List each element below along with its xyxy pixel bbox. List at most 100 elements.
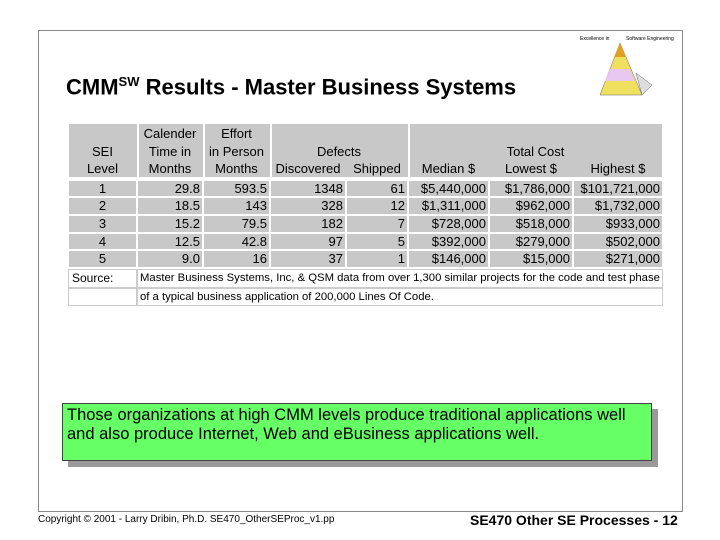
data-cell	[346, 197, 408, 215]
data-value: $271,000	[605, 251, 660, 267]
data-cell	[489, 250, 573, 268]
data-value: $279,000	[515, 233, 570, 249]
column-header: Months	[215, 161, 258, 177]
data-value: 79.5	[241, 216, 267, 231]
results-table: SEI Level Calender Time in Months Effort in Pe…	[68, 123, 663, 306]
data-value: 3	[98, 216, 107, 231]
data-cell	[203, 215, 270, 233]
data-cell	[68, 215, 137, 233]
column-header: Highest $	[590, 161, 646, 177]
data-value: $1,732,000	[594, 198, 660, 214]
data-cell	[573, 250, 663, 268]
data-value: 1	[98, 180, 107, 196]
data-value: $962,000	[515, 198, 570, 214]
title-text: CMM	[66, 74, 119, 100]
data-cell	[489, 232, 573, 251]
data-value: 328	[321, 198, 343, 214]
data-value: $728,000	[431, 216, 486, 231]
data-value: 2	[98, 198, 107, 214]
column-header: Lowest $	[504, 161, 558, 177]
data-cell	[68, 250, 137, 268]
data-cell	[203, 197, 270, 215]
source-cell	[137, 288, 663, 306]
title-superscript: SW	[118, 74, 140, 89]
data-value: 5	[98, 251, 107, 267]
column-header: Time in	[148, 143, 192, 159]
callout: Those organizations at high CMM levels p…	[62, 403, 652, 461]
data-cell	[489, 179, 573, 198]
data-value: 18.5	[174, 198, 200, 214]
data-cell	[346, 215, 408, 233]
data-cell	[270, 179, 346, 198]
data-cell	[346, 179, 408, 198]
source-cell	[137, 268, 663, 289]
header-divider	[408, 123, 410, 178]
data-value: $15,000	[523, 251, 570, 267]
data-value: 4	[98, 233, 107, 249]
source-text: Master Business Systems, Inc, & QSM data…	[140, 271, 660, 284]
slide-title: CMMSW Results - Master Business Systems	[66, 74, 516, 100]
data-cell	[346, 232, 408, 251]
title-text: Results - Master Business Systems	[139, 74, 517, 100]
source-label: Source:	[72, 270, 114, 285]
data-value: 593.5	[234, 180, 267, 196]
column-header: SEI	[92, 143, 113, 159]
copyright: Copyright © 2001 - Larry Dribin, Ph.D. S…	[38, 514, 335, 525]
data-value: 5	[397, 233, 405, 249]
data-value: $392,000	[431, 233, 486, 249]
data-cell	[68, 232, 137, 251]
data-value: 9.0	[181, 251, 200, 267]
logo-side	[635, 72, 653, 96]
logo-band	[605, 69, 635, 81]
data-value: $1,311,000	[421, 198, 486, 214]
logo: Excellence in Software Engineering	[580, 36, 674, 96]
data-cell	[203, 232, 270, 251]
data-cell	[408, 179, 489, 198]
data-value: 97	[328, 233, 343, 249]
data-value: $146,000	[431, 251, 486, 267]
data-value: $5,440,000	[420, 180, 486, 196]
data-value: 182	[321, 216, 343, 231]
data-value: 1	[397, 251, 405, 267]
source-cell	[68, 288, 137, 306]
data-value: 1348	[314, 180, 343, 196]
column-header: Median $	[421, 161, 476, 177]
data-value: $933,000	[605, 216, 660, 231]
data-cell	[408, 250, 489, 268]
data-value: $101,721,000	[580, 180, 660, 196]
data-cell	[573, 232, 663, 251]
group-header: Defects	[316, 143, 362, 159]
data-value: 15.2	[174, 216, 200, 231]
data-cell	[270, 250, 346, 268]
header-bg	[68, 123, 663, 178]
data-cell	[489, 197, 573, 215]
data-cell	[346, 250, 408, 268]
data-cell	[68, 197, 137, 215]
logo-text: Excellence in	[580, 36, 610, 42]
data-value: 12.5	[174, 233, 200, 249]
data-value: 42.8	[241, 233, 267, 249]
data-cell	[137, 215, 203, 233]
data-value: 12	[390, 198, 405, 214]
data-cell	[137, 232, 203, 251]
column-header: Effort	[221, 126, 252, 141]
header-divider	[203, 123, 205, 178]
data-cell	[573, 179, 663, 198]
data-cell	[489, 215, 573, 233]
data-value: 16	[252, 251, 267, 267]
header-divider	[137, 123, 139, 178]
data-value: 7	[397, 216, 405, 231]
column-header: Calender	[143, 126, 197, 141]
data-value: 143	[245, 198, 267, 214]
data-cell	[573, 197, 663, 215]
data-cell	[408, 232, 489, 251]
column-header: Shipped	[353, 161, 401, 177]
logo-band	[614, 43, 626, 57]
data-cell	[408, 215, 489, 233]
data-value: 29.8	[174, 180, 200, 196]
data-cell	[270, 232, 346, 251]
source-text: of a typical business application of 200…	[140, 291, 434, 304]
data-cell	[68, 179, 137, 198]
logo-text: Software Engineering	[626, 36, 674, 42]
source-cell	[68, 268, 137, 289]
